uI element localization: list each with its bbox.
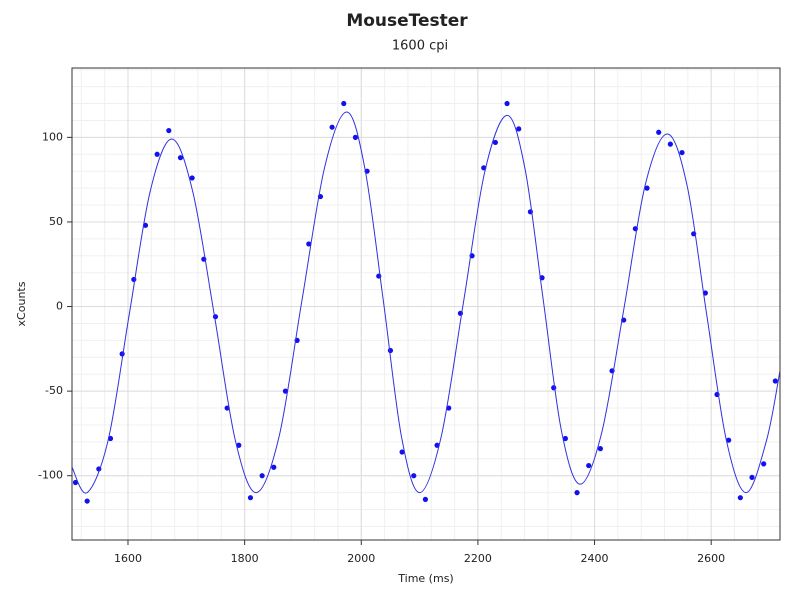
data-point bbox=[772, 378, 778, 384]
data-point bbox=[247, 495, 254, 501]
data-point bbox=[749, 474, 755, 481]
data-point bbox=[679, 149, 685, 156]
y-tick-label: 100 bbox=[42, 130, 63, 143]
data-point bbox=[236, 442, 242, 448]
x-tick-label: 1800 bbox=[231, 552, 259, 565]
data-point bbox=[352, 134, 359, 140]
x-tick-label: 2000 bbox=[347, 552, 375, 565]
fit-line bbox=[72, 111, 780, 494]
data-point bbox=[212, 314, 219, 320]
data-point bbox=[259, 473, 265, 479]
data-point bbox=[492, 139, 499, 146]
data-point bbox=[341, 100, 347, 107]
data-point bbox=[271, 464, 277, 470]
data-point bbox=[761, 461, 767, 467]
data-point bbox=[562, 435, 568, 442]
data-point bbox=[282, 388, 289, 394]
data-point bbox=[177, 155, 184, 161]
x-tick-label: 2200 bbox=[464, 552, 492, 565]
data-point bbox=[72, 479, 79, 486]
x-tick-label: 1600 bbox=[114, 552, 142, 565]
y-tick-label: 50 bbox=[49, 215, 63, 228]
y-tick-label: -100 bbox=[38, 469, 63, 482]
data-point bbox=[166, 127, 172, 134]
data-point bbox=[189, 175, 195, 181]
y-tick-label: 0 bbox=[56, 300, 63, 313]
data-point bbox=[387, 347, 394, 354]
y-tick-label: -50 bbox=[45, 384, 63, 397]
data-point bbox=[329, 124, 335, 130]
y-axis-label: xCounts bbox=[15, 281, 28, 326]
data-point bbox=[726, 437, 732, 443]
data-point bbox=[422, 496, 429, 502]
chart-subtitle: 1600 cpi bbox=[392, 39, 448, 54]
data-point bbox=[737, 495, 743, 501]
data-point bbox=[516, 126, 522, 132]
data-point bbox=[644, 185, 650, 191]
x-tick-label: 2400 bbox=[581, 552, 609, 565]
grid bbox=[72, 68, 780, 540]
data-point bbox=[399, 449, 405, 455]
x-tick-label: 2600 bbox=[697, 552, 725, 565]
x-axis-label: Time (ms) bbox=[397, 572, 453, 585]
data-point bbox=[574, 490, 580, 496]
data-point bbox=[656, 129, 662, 135]
data-point bbox=[119, 351, 125, 357]
data-point bbox=[154, 151, 160, 157]
data-point bbox=[84, 498, 90, 504]
plot-frame bbox=[71, 67, 781, 541]
data-point bbox=[504, 100, 510, 107]
plot-marks bbox=[72, 100, 780, 504]
data-point bbox=[306, 241, 312, 247]
data-point bbox=[551, 385, 557, 391]
data-point bbox=[667, 141, 673, 147]
data-point bbox=[411, 473, 417, 479]
chart-title: MouseTester bbox=[346, 11, 468, 31]
data-point bbox=[131, 276, 137, 283]
data-point bbox=[597, 446, 603, 452]
data-point bbox=[586, 462, 592, 469]
